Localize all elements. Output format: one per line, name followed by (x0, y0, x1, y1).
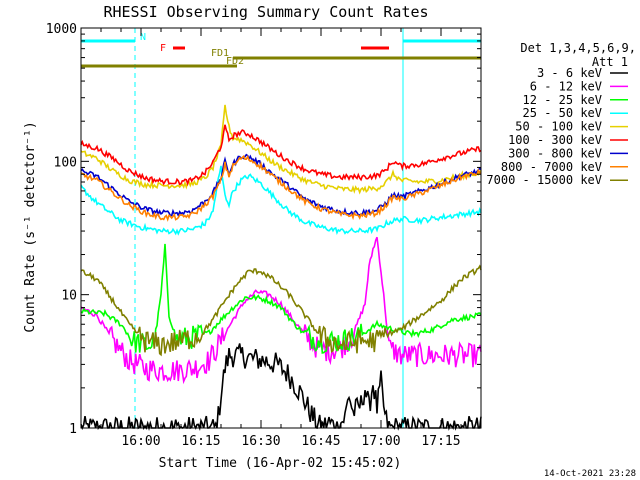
chart-title: RHESSI Observing Summary Count Rates (103, 3, 428, 21)
y-tick-label-0: 1 (69, 422, 77, 437)
legend-label-1: 6 - 12 keV (530, 79, 602, 93)
flag-label-1: F (160, 43, 166, 54)
legend-label-5: 100 - 300 keV (508, 133, 602, 147)
y-axis-label: Count Rate (s⁻¹ detector⁻¹) (23, 121, 38, 332)
x-tick-label-3: 16:45 (301, 434, 340, 449)
legend-header-line-2: Att 1 (592, 55, 628, 69)
series-line-8 (80, 264, 482, 357)
series-line-2 (80, 243, 482, 354)
y-tick-label-2: 100 (54, 155, 77, 170)
flag-label-2: FD1 (211, 48, 229, 59)
series-line-1 (80, 236, 482, 385)
legend-label-2: 12 - 25 keV (523, 93, 602, 107)
y-tick-label-3: 1000 (46, 22, 77, 37)
y-tick-label-1: 10 (61, 289, 77, 304)
series-line-4 (80, 104, 482, 195)
legend-label-8: 7000 - 15000 keV (486, 173, 602, 187)
legend-label-7: 800 - 7000 keV (501, 160, 602, 174)
x-tick-label-0: 16:00 (121, 434, 160, 449)
footer-timestamp: 14-Oct-2021 23:28 (544, 469, 636, 479)
series-line-7 (80, 154, 482, 222)
x-tick-label-2: 16:30 (241, 434, 280, 449)
series-line-5 (80, 124, 482, 187)
flag-label-3: FD2 (226, 56, 244, 67)
x-tick-label-5: 17:15 (421, 434, 460, 449)
legend-label-3: 25 - 50 keV (523, 106, 602, 120)
legend-label-0: 3 - 6 keV (537, 66, 602, 80)
x-tick-label-4: 17:00 (361, 434, 400, 449)
legend-header-line-1: Det 1,3,4,5,6,9, (520, 41, 636, 55)
legend-label-6: 300 - 800 keV (508, 146, 602, 160)
legend-label-4: 50 - 100 keV (515, 120, 602, 134)
x-axis-label: Start Time (16-Apr-02 15:45:02) (159, 456, 402, 471)
series-line-0 (80, 343, 482, 431)
flag-label-0: N (140, 32, 146, 43)
series-line-3 (80, 165, 482, 236)
x-tick-label-1: 16:15 (181, 434, 220, 449)
series-line-6 (80, 153, 482, 218)
